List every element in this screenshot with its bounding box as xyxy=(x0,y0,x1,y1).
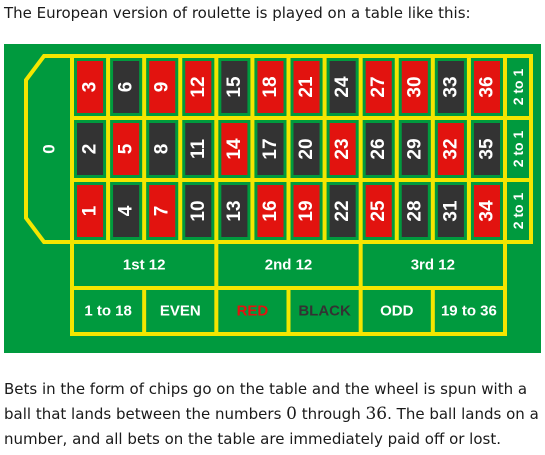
number-label-16: 16 xyxy=(260,200,281,221)
number-label-26: 26 xyxy=(368,138,389,159)
bet-number-6[interactable] xyxy=(113,61,140,113)
number-label-19: 19 xyxy=(296,200,317,221)
number-label-35: 35 xyxy=(476,138,497,160)
outside-label-even: EVEN xyxy=(160,303,201,320)
number-label-32: 32 xyxy=(440,138,461,159)
number-label-29: 29 xyxy=(404,138,425,159)
column-label-2: 2 to 1 xyxy=(510,131,526,168)
bet-number-10[interactable] xyxy=(185,185,212,237)
outside-label-19-to-36: 19 to 36 xyxy=(441,303,497,320)
bet-number-9[interactable] xyxy=(149,61,176,113)
number-label-7: 7 xyxy=(152,206,173,217)
number-label-22: 22 xyxy=(332,200,353,221)
bet-number-29[interactable] xyxy=(401,123,428,175)
number-label-14: 14 xyxy=(224,138,245,160)
number-label-5: 5 xyxy=(116,143,137,154)
bet-number-14[interactable] xyxy=(221,123,248,175)
column-label-1: 2 to 1 xyxy=(510,69,526,106)
outro-number-high: 36 xyxy=(365,404,388,424)
outro-text-1: Bets in the form of chips go on the tabl… xyxy=(4,380,528,423)
bet-number-5[interactable] xyxy=(113,123,140,175)
outside-label-red: RED xyxy=(237,303,269,320)
bet-number-3[interactable] xyxy=(77,61,104,113)
number-label-4: 4 xyxy=(116,205,137,216)
number-label-25: 25 xyxy=(368,200,389,222)
bet-number-11[interactable] xyxy=(185,123,212,175)
number-label-17: 17 xyxy=(260,138,281,159)
bet-number-15[interactable] xyxy=(221,61,248,113)
bet-number-26[interactable] xyxy=(365,123,392,175)
table-border xyxy=(24,54,533,244)
number-label-2: 2 xyxy=(80,144,101,155)
roulette-table-drawing: 0321654987121110151413181716212019242322… xyxy=(24,54,533,336)
bet-number-18[interactable] xyxy=(257,61,284,113)
number-label-27: 27 xyxy=(368,76,389,97)
zero-label: 0 xyxy=(40,144,59,153)
bet-number-2[interactable] xyxy=(77,123,104,175)
number-label-23: 23 xyxy=(332,138,353,159)
intro-text: The European version of roulette is play… xyxy=(4,4,471,22)
number-label-24: 24 xyxy=(332,76,353,98)
bet-number-17[interactable] xyxy=(257,123,284,175)
number-label-20: 20 xyxy=(296,138,317,159)
bet-number-32[interactable] xyxy=(437,123,464,175)
bet-number-35[interactable] xyxy=(473,123,500,175)
dozen-label-2: 2nd 12 xyxy=(265,257,313,274)
outro-number-low: 0 xyxy=(286,404,297,424)
dozen-label-3: 3rd 12 xyxy=(411,257,455,274)
number-label-34: 34 xyxy=(476,200,497,222)
bet-number-21[interactable] xyxy=(293,61,320,113)
outro-text-3: . The ball lands on a number, and all be… xyxy=(4,405,539,448)
number-label-21: 21 xyxy=(296,76,317,98)
number-label-13: 13 xyxy=(224,200,245,221)
outro-text-2: through xyxy=(297,405,366,423)
number-label-10: 10 xyxy=(188,200,209,221)
number-label-9: 9 xyxy=(152,82,173,93)
bet-number-24[interactable] xyxy=(329,61,356,113)
bet-number-34[interactable] xyxy=(473,185,500,237)
number-label-18: 18 xyxy=(260,76,281,97)
bet-number-27[interactable] xyxy=(365,61,392,113)
bet-number-13[interactable] xyxy=(221,185,248,237)
bet-number-25[interactable] xyxy=(365,185,392,237)
number-label-33: 33 xyxy=(440,76,461,97)
bet-number-1[interactable] xyxy=(77,185,104,237)
number-label-8: 8 xyxy=(152,144,173,155)
bet-zero[interactable] xyxy=(26,56,72,242)
number-label-6: 6 xyxy=(116,82,137,93)
number-label-3: 3 xyxy=(80,82,101,93)
outside-label-odd: ODD xyxy=(380,303,414,320)
number-label-15: 15 xyxy=(224,76,245,98)
bet-number-30[interactable] xyxy=(401,61,428,113)
number-label-11: 11 xyxy=(188,139,209,160)
bet-number-20[interactable] xyxy=(293,123,320,175)
bet-number-19[interactable] xyxy=(293,185,320,237)
number-label-12: 12 xyxy=(188,76,209,97)
bet-number-4[interactable] xyxy=(113,185,140,237)
bet-number-28[interactable] xyxy=(401,185,428,237)
outro-paragraph: Bets in the form of chips go on the tabl… xyxy=(4,377,541,452)
number-label-1: 1 xyxy=(80,205,101,216)
bet-number-12[interactable] xyxy=(185,61,212,113)
outside-label-1-to-18: 1 to 18 xyxy=(84,303,132,320)
bet-number-7[interactable] xyxy=(149,185,176,237)
bet-number-22[interactable] xyxy=(329,185,356,237)
column-label-3: 2 to 1 xyxy=(510,193,526,230)
bet-number-33[interactable] xyxy=(437,61,464,113)
number-label-28: 28 xyxy=(404,200,425,221)
bet-number-36[interactable] xyxy=(473,61,500,113)
number-label-36: 36 xyxy=(476,76,497,97)
bet-number-16[interactable] xyxy=(257,185,284,237)
bet-number-23[interactable] xyxy=(329,123,356,175)
bet-number-31[interactable] xyxy=(437,185,464,237)
outside-label-black: BLACK xyxy=(298,303,351,320)
number-label-30: 30 xyxy=(404,76,425,97)
roulette-table: 0 3 2 1 6 5 4 9 8 7 12 11 10 15 14 13 18 17 16 21 20 19 24 23 22… xyxy=(4,44,541,353)
number-label-31: 31 xyxy=(440,200,461,222)
bet-number-8[interactable] xyxy=(149,123,176,175)
dozen-label-1: 1st 12 xyxy=(123,257,166,274)
